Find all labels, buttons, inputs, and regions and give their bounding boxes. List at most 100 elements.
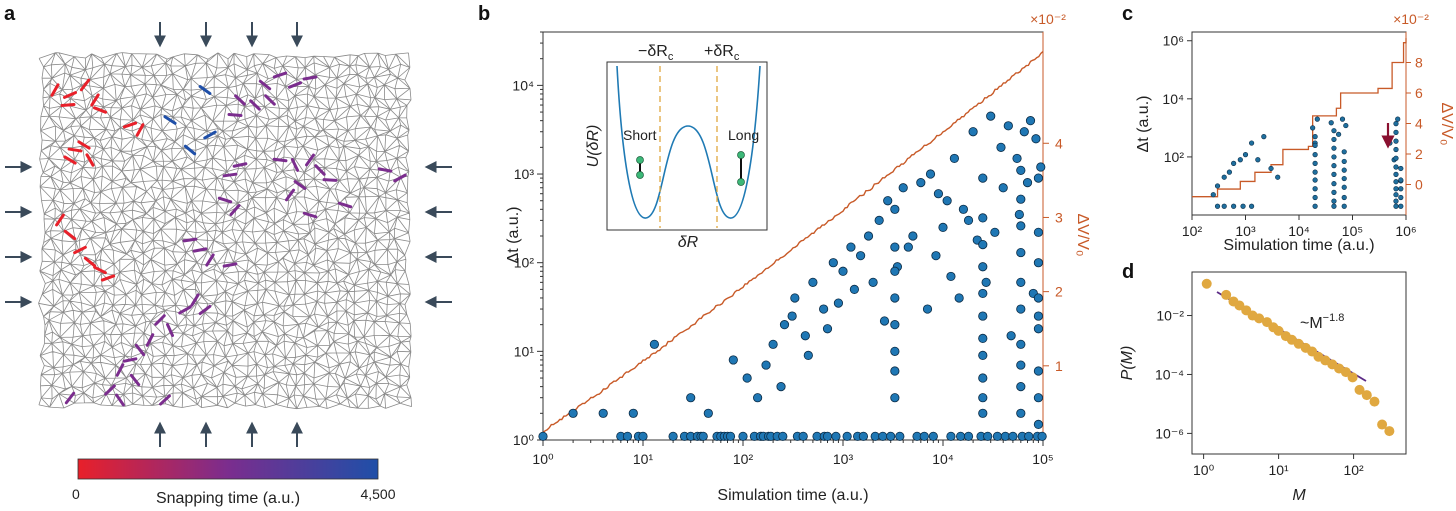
data-point-b xyxy=(779,320,790,330)
data-point-b xyxy=(787,311,797,321)
colorbar-min-label: 0 xyxy=(72,486,80,502)
snapped-bond xyxy=(63,91,77,99)
ticks-d: 10⁰ 10¹ 10² 10⁻² 10⁻⁴ 10⁻⁶ xyxy=(1155,308,1364,478)
data-point-c xyxy=(1312,160,1318,166)
data-point-b xyxy=(890,320,900,330)
data-point-b xyxy=(1033,293,1044,303)
data-point-c xyxy=(1331,181,1337,187)
data-point-b xyxy=(800,331,810,341)
snapped-bond xyxy=(284,188,296,202)
data-point-b xyxy=(1016,277,1026,287)
data-point-d xyxy=(1354,384,1365,395)
panel-label-d: d xyxy=(1122,261,1134,283)
right-multiplier-b: ×10⁻² xyxy=(1030,11,1066,27)
data-point-b xyxy=(1033,419,1044,429)
data-point-d xyxy=(1273,325,1284,336)
data-point-c xyxy=(1221,203,1227,209)
snapped-bond xyxy=(55,213,65,227)
snapped-bond xyxy=(229,204,241,216)
data-point-b xyxy=(703,408,713,418)
data-point-c xyxy=(1336,131,1342,137)
data-point-d xyxy=(1221,289,1232,300)
inset-potential: −δRc +δRc Short Long δR U(δR) xyxy=(585,43,768,251)
volume-change-curve-b xyxy=(542,50,1044,434)
data-point-b xyxy=(946,431,956,441)
mesh-network xyxy=(38,52,412,410)
data-point-c xyxy=(1248,140,1255,146)
data-point-b xyxy=(649,339,659,349)
snapped-bond xyxy=(67,147,83,153)
snapped-bond xyxy=(122,121,138,129)
data-point-c xyxy=(1331,145,1337,151)
data-point-b xyxy=(954,293,964,303)
data-point-b xyxy=(1031,134,1041,144)
snapped-bond xyxy=(135,123,145,137)
short-label: Short xyxy=(623,127,657,143)
data-point-c xyxy=(1341,175,1347,182)
panel-label-a: a xyxy=(4,3,16,25)
y-tick-label-b: 10¹ xyxy=(514,343,535,359)
potential-curve xyxy=(616,65,761,219)
x-tick-label-d: 10⁰ xyxy=(1193,462,1215,478)
data-point-b xyxy=(622,431,633,441)
data-point-b xyxy=(922,304,933,314)
x-tick-label-c: 10³ xyxy=(1235,223,1256,239)
data-point-b xyxy=(1016,165,1026,175)
data-point-c xyxy=(1393,171,1399,177)
data-point-b xyxy=(776,382,786,392)
data-point-b xyxy=(1006,331,1016,341)
snapped-bond xyxy=(258,79,272,91)
data-point-b xyxy=(963,215,974,225)
data-point-b xyxy=(946,271,956,282)
data-point-c xyxy=(1328,120,1334,126)
right-tick-label-b: 3 xyxy=(1055,209,1063,225)
snapped-bond xyxy=(183,144,197,156)
data-point-c xyxy=(1393,203,1399,209)
x-tick-label-d: 10² xyxy=(1343,462,1364,478)
x-tick-label-b: 10⁰ xyxy=(532,451,554,467)
data-point-c xyxy=(1393,155,1399,161)
data-point-c xyxy=(1214,203,1221,209)
panel-c: c 10² 10³ 10⁴ 10⁵ 10⁶ 10² 10⁴ 10⁶ 0 2 4 6 8 Simulati… xyxy=(1122,3,1455,254)
data-point-b xyxy=(983,431,993,441)
data-point-b xyxy=(822,324,833,334)
snapped-bond xyxy=(393,173,407,183)
long-bond-node-top xyxy=(737,151,745,159)
data-point-b xyxy=(863,231,874,241)
data-point-b xyxy=(908,231,918,241)
data-point-c xyxy=(1331,189,1337,196)
data-point-c xyxy=(1237,157,1243,163)
snapped-bond xyxy=(377,167,393,173)
data-point-b xyxy=(883,196,893,206)
data-point-c xyxy=(1255,157,1261,163)
y-tick-label-d: 10⁻² xyxy=(1156,308,1184,324)
right-multiplier-c: ×10⁻² xyxy=(1393,11,1429,27)
data-point-c xyxy=(1310,125,1316,131)
data-point-b xyxy=(874,215,884,225)
data-point-b xyxy=(938,222,948,233)
snapped-bond xyxy=(337,201,353,209)
right-tick-label-c: 0 xyxy=(1415,177,1423,193)
snapped-bond xyxy=(134,343,146,357)
snapped-bond xyxy=(166,323,174,337)
snapped-bond xyxy=(203,130,217,140)
y-axis-label-c: Δt (a.u.) xyxy=(1135,96,1152,153)
snapped-bond xyxy=(272,157,288,163)
data-point-b xyxy=(978,393,988,403)
colorbar xyxy=(77,458,379,480)
snapped-bond xyxy=(60,102,76,108)
data-point-b xyxy=(919,431,929,441)
data-point-c xyxy=(1393,198,1399,204)
x-axis-label-b: Simulation time (a.u.) xyxy=(717,487,868,504)
data-point-b xyxy=(998,183,1008,193)
data-point-b xyxy=(890,393,900,403)
colorbar-title: Snapping time (a.u.) xyxy=(156,490,300,507)
snapped-bond xyxy=(305,153,315,167)
data-point-b xyxy=(738,431,748,441)
snapped-bond xyxy=(198,85,212,95)
snapped-bond xyxy=(90,93,100,107)
data-point-b xyxy=(1033,227,1044,237)
long-label: Long xyxy=(728,127,759,143)
data-points-d xyxy=(1201,278,1395,437)
data-point-b xyxy=(949,153,959,164)
